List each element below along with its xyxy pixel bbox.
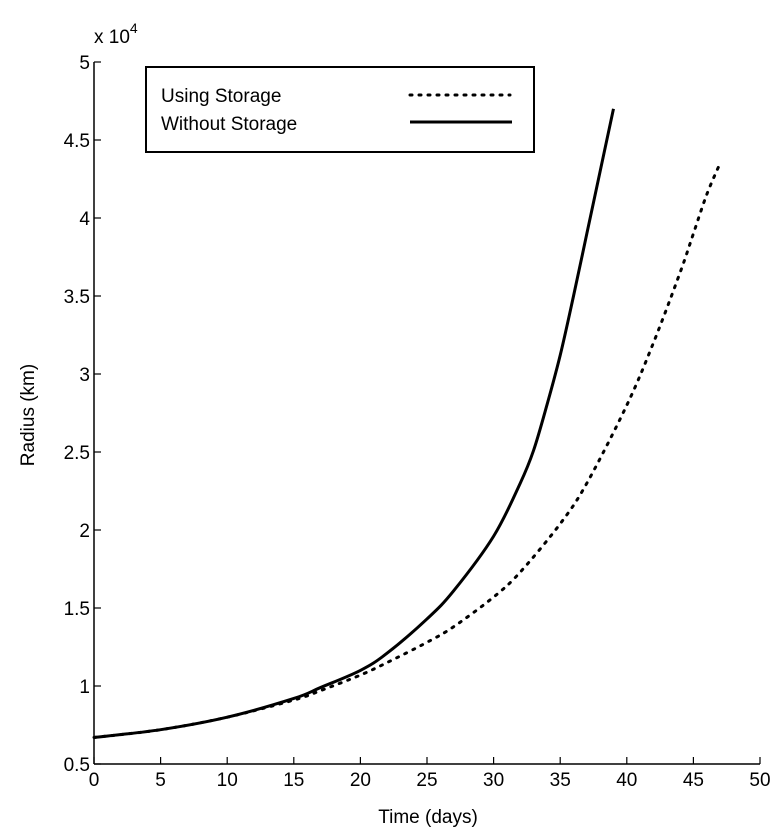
series-line-without-storage xyxy=(93,108,615,739)
x-tick-label: 45 xyxy=(683,770,704,791)
legend-label-using-storage: Using Storage xyxy=(161,86,281,107)
x-tick-label: 20 xyxy=(350,770,371,791)
y-tick-label: 1.5 xyxy=(64,599,90,620)
y-tick-label: 0.5 xyxy=(64,755,90,776)
x-axis-label: Time (days) xyxy=(378,807,478,828)
y-tick-label: 2.5 xyxy=(64,443,90,464)
y-tick-label: 3 xyxy=(79,365,90,386)
axes xyxy=(93,62,760,765)
x-tick-label: 10 xyxy=(217,770,238,791)
x-tick-label: 50 xyxy=(749,770,770,791)
x-tick-label: 5 xyxy=(155,770,166,791)
x-tick-label: 35 xyxy=(550,770,571,791)
x-tick-label: 30 xyxy=(483,770,504,791)
series-lines xyxy=(92,108,722,739)
y-axis-label: Radius (km) xyxy=(18,364,39,466)
series-line-using-storage xyxy=(92,161,722,739)
y-multiplier-exponent: 4 xyxy=(130,20,138,36)
y-tick-label: 3.5 xyxy=(64,287,90,308)
y-tick-label: 4.5 xyxy=(64,131,90,152)
x-tick-label: 0 xyxy=(89,770,100,791)
y-tick-label: 1 xyxy=(79,677,90,698)
x-tick-label: 40 xyxy=(616,770,637,791)
x-tick-label: 25 xyxy=(416,770,437,791)
legend: Using Storage Without Storage xyxy=(145,66,535,153)
y-multiplier-label: x 104 xyxy=(94,20,138,48)
ticks: 0 5 10 15 20 25 30 35 40 45 50 0.5 1 1.5 2 2.5 3 3.5 4 4.5 5 xyxy=(64,53,771,791)
y-tick-label: 5 xyxy=(79,53,90,74)
y-tick-label: 4 xyxy=(79,209,90,230)
legend-label-without-storage: Without Storage xyxy=(161,114,297,135)
x-tick-label: 15 xyxy=(283,770,304,791)
legend-box xyxy=(145,66,535,153)
y-tick-label: 2 xyxy=(79,521,90,542)
